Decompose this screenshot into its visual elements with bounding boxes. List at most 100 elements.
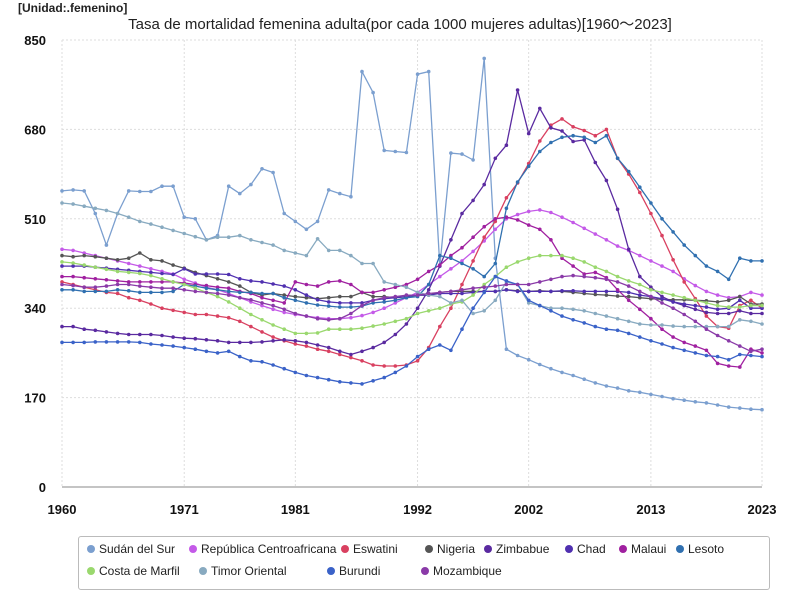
data-point [582,272,586,276]
data-point [238,354,242,359]
data-point [171,289,175,294]
data-point [371,294,375,299]
data-point [338,380,342,384]
data-point [538,139,542,143]
data-point [760,259,764,263]
data-point [138,264,142,268]
data-point [471,286,475,291]
data-point [182,231,186,236]
data-point [393,332,398,337]
data-point [282,366,287,371]
data-point [193,234,198,239]
data-point [82,263,86,267]
data-point [204,283,209,288]
data-point [460,245,464,250]
data-point [593,292,598,297]
series-line [62,275,763,385]
data-point [338,294,342,299]
series-line [62,216,763,368]
data-point [538,289,542,294]
data-point [493,298,498,303]
data-point [415,359,420,363]
data-point [126,215,131,219]
data-point [726,277,731,282]
data-point [71,340,75,345]
data-point [338,301,342,305]
data-point [626,290,631,295]
data-point [693,319,698,324]
data-point [438,290,442,295]
data-point [593,270,598,275]
data-point [215,272,220,276]
data-point [749,298,753,303]
legend-swatch [676,545,684,553]
data-point [126,261,131,266]
data-point [682,302,686,306]
data-point [193,286,198,291]
data-point [149,222,153,226]
data-point [293,288,298,292]
data-point [760,311,764,316]
data-point [471,235,475,239]
data-point [326,318,331,322]
data-point [460,291,464,296]
data-point [760,407,764,412]
data-point [682,280,686,284]
data-point [315,347,320,352]
data-point [682,340,686,345]
data-point [682,312,686,317]
data-point [282,284,287,288]
data-point [571,273,575,278]
data-point [360,349,364,354]
data-point [549,210,553,215]
data-point [171,272,175,277]
data-point [82,285,86,290]
data-point [249,182,253,187]
data-point [371,345,375,350]
data-point [382,340,387,345]
x-tick-label: 2002 [514,502,543,517]
data-point [560,274,564,279]
chart-title: Tasa de mortalidad femenina adulta(por c… [128,16,672,33]
data-point [682,348,686,353]
data-point [660,290,664,295]
data-point [704,301,709,305]
data-point [304,373,309,378]
data-point [726,357,731,362]
data-point [404,322,409,326]
data-point [693,283,698,288]
data-point [738,318,742,322]
data-point [715,300,720,304]
data-point [282,338,287,342]
data-point [238,277,242,281]
data-point [626,389,631,393]
data-point [193,312,198,317]
data-point [371,301,375,305]
data-point [382,295,387,300]
data-point [293,339,298,343]
data-point [438,306,442,311]
data-point [526,256,531,261]
y-tick-label: 680 [24,122,46,137]
data-point [715,354,720,359]
data-point [304,253,309,258]
data-point [526,223,531,227]
data-point [182,345,186,350]
data-point [571,125,575,129]
data-point [404,150,409,155]
data-point [693,253,698,258]
data-point [215,314,220,318]
data-point [526,301,531,305]
data-point [315,303,320,307]
data-point [260,295,264,300]
data-point [349,253,353,258]
data-point [104,330,109,334]
data-point [615,316,620,321]
data-point [671,269,675,274]
legend-swatch [327,567,335,575]
data-point [171,308,175,313]
data-point [649,392,653,397]
data-point [404,293,409,297]
data-point [293,331,298,336]
data-point [115,279,120,283]
